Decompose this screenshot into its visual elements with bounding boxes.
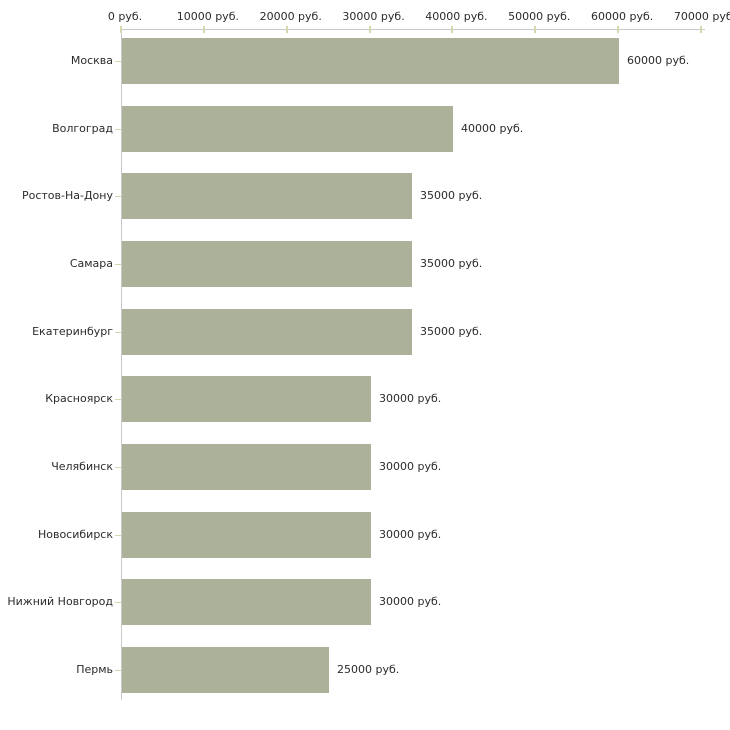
- x-axis-tick: [534, 26, 537, 33]
- category-label: Волгоград: [52, 122, 113, 135]
- value-label: 30000 руб.: [379, 595, 442, 608]
- bar: [122, 106, 453, 152]
- x-axis-tick-label: 50000 руб.: [508, 10, 571, 23]
- bar: [122, 241, 412, 287]
- category-tick: [115, 264, 121, 265]
- value-label: 30000 руб.: [379, 460, 442, 473]
- value-label: 35000 руб.: [420, 257, 483, 270]
- bar: [122, 647, 329, 693]
- x-axis-tick: [368, 26, 371, 33]
- category-label: Екатеринбург: [32, 325, 113, 338]
- x-axis-tick: [202, 26, 205, 33]
- category-tick: [115, 602, 121, 603]
- category-tick: [115, 670, 121, 671]
- value-label: 40000 руб.: [461, 122, 524, 135]
- x-axis-tick-label: 20000 руб.: [259, 10, 322, 23]
- category-label: Новосибирск: [37, 528, 113, 541]
- category-label: Москва: [70, 54, 113, 67]
- category-label: Нижний Новгород: [7, 595, 113, 608]
- value-label: 35000 руб.: [420, 325, 483, 338]
- category-tick: [115, 196, 121, 197]
- category-tick: [115, 129, 121, 130]
- value-label: 30000 руб.: [379, 392, 442, 405]
- bar: [122, 579, 371, 625]
- value-label: 30000 руб.: [379, 528, 442, 541]
- x-axis-tick-label: 70000 руб.: [673, 10, 730, 23]
- category-label: Красноярск: [45, 392, 113, 405]
- category-label: Пермь: [76, 663, 113, 676]
- x-axis-tick-label: 0 руб.: [107, 10, 143, 23]
- value-label: 60000 руб.: [627, 54, 690, 67]
- bar: [122, 309, 412, 355]
- bar: [122, 376, 371, 422]
- value-label: 35000 руб.: [420, 189, 483, 202]
- x-axis-tick-label: 30000 руб.: [342, 10, 405, 23]
- bar: [122, 444, 371, 490]
- category-label: Ростов-На-Дону: [21, 189, 113, 202]
- category-tick: [115, 61, 121, 62]
- x-axis-tick: [285, 26, 288, 33]
- y-axis-line: [121, 29, 122, 700]
- x-axis-tick-label: 60000 руб.: [591, 10, 654, 23]
- category-tick: [115, 399, 121, 400]
- x-axis-line: [121, 29, 705, 30]
- x-axis-tick-label: 40000 руб.: [425, 10, 488, 23]
- category-label: Самара: [69, 257, 113, 270]
- category-tick: [115, 535, 121, 536]
- x-axis-tick: [451, 26, 454, 33]
- category-tick: [115, 467, 121, 468]
- x-axis-tick: [617, 26, 620, 33]
- x-axis-tick: [120, 26, 122, 33]
- value-label: 25000 руб.: [337, 663, 400, 676]
- bar: [122, 512, 371, 558]
- category-tick: [115, 332, 121, 333]
- bar: [122, 173, 412, 219]
- x-axis-tick: [700, 26, 702, 33]
- x-axis-tick-label: 10000 руб.: [176, 10, 239, 23]
- category-label: Челябинск: [51, 460, 113, 473]
- bar: [122, 38, 619, 84]
